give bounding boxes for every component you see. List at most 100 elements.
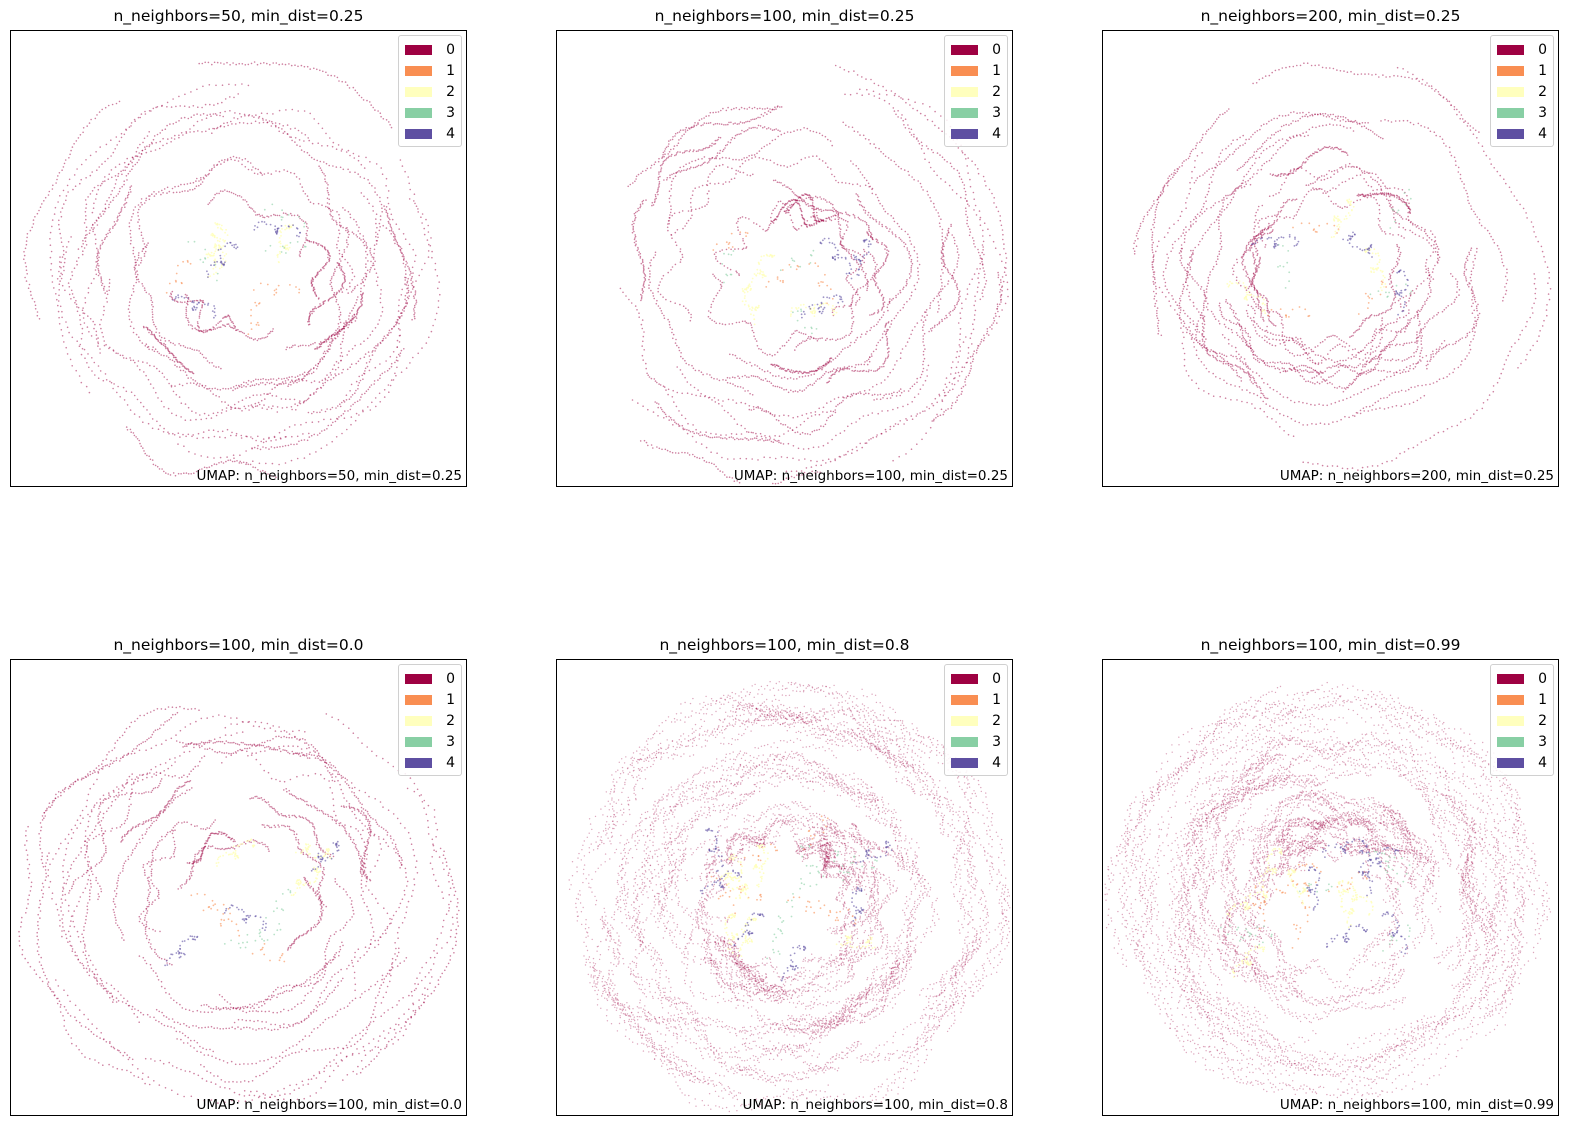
plot-caption: UMAP: n_neighbors=100, min_dist=0.99 [1280, 1097, 1554, 1113]
panel-title: n_neighbors=100, min_dist=0.25 [556, 7, 1013, 25]
legend-entry-1: 1 [405, 60, 455, 81]
legend-swatch [951, 65, 979, 76]
panel-title: n_neighbors=200, min_dist=0.25 [1102, 7, 1559, 25]
legend-entry-4: 4 [951, 123, 1001, 144]
scatter-canvas [619, 64, 1009, 485]
legend-label: 2 [446, 84, 455, 100]
legend-label: 0 [1538, 671, 1547, 687]
panel-title: n_neighbors=50, min_dist=0.25 [10, 7, 467, 25]
legend-label: 1 [446, 692, 455, 708]
legend-swatch [405, 694, 433, 705]
plot-caption: UMAP: n_neighbors=50, min_dist=0.25 [197, 468, 463, 484]
plot-caption: UMAP: n_neighbors=100, min_dist=0.0 [197, 1097, 463, 1113]
legend-entry-2: 2 [405, 710, 455, 731]
legend-entry-1: 1 [1497, 60, 1547, 81]
scatter-points [1132, 62, 1552, 471]
legend-entry-0: 0 [1497, 668, 1547, 689]
legend-swatch [1497, 736, 1525, 747]
legend-swatch [405, 757, 433, 768]
legend-label: 0 [446, 42, 455, 58]
legend-label: 1 [1538, 692, 1547, 708]
legend-label: 0 [992, 42, 1001, 58]
legend-entry-3: 3 [1497, 731, 1547, 752]
scatter-points [619, 64, 1009, 485]
legend-label: 4 [446, 126, 455, 142]
legend-label: 0 [446, 671, 455, 687]
legend-entry-3: 3 [951, 102, 1001, 123]
legend-swatch [1497, 715, 1525, 726]
scatter-points [568, 681, 1011, 1113]
legend-swatch [951, 694, 979, 705]
umap-panel-2: n_neighbors=100, min_dist=0.25 0 1 2 3 4 UMA… [556, 0, 1013, 490]
legend-label: 2 [992, 84, 1001, 100]
legend-entry-3: 3 [1497, 102, 1547, 123]
legend-label: 2 [1538, 713, 1547, 729]
legend: 0 1 2 3 4 [398, 35, 462, 147]
legend-label: 4 [992, 126, 1001, 142]
legend-entry-1: 1 [1497, 689, 1547, 710]
scatter-canvas [568, 681, 1011, 1113]
legend-swatch [405, 86, 433, 97]
legend-label: 0 [1538, 42, 1547, 58]
legend-swatch [951, 86, 979, 97]
legend-swatch [405, 673, 433, 684]
plot-caption: UMAP: n_neighbors=100, min_dist=0.8 [743, 1097, 1009, 1113]
legend-swatch [951, 128, 979, 139]
legend-label: 1 [992, 692, 1001, 708]
legend-entry-4: 4 [405, 123, 455, 144]
legend-swatch [405, 715, 433, 726]
scatter-points [18, 705, 460, 1104]
legend-swatch [951, 44, 979, 55]
panel-title: n_neighbors=100, min_dist=0.8 [556, 636, 1013, 654]
legend-label: 3 [992, 105, 1001, 121]
legend-entry-3: 3 [405, 102, 455, 123]
legend-entry-0: 0 [405, 39, 455, 60]
plot-area: 0 1 2 3 4 UMAP: n_neighbors=50, min_dist=0.2… [10, 30, 467, 487]
scatter-points [23, 61, 441, 479]
legend-entry-2: 2 [405, 81, 455, 102]
legend-entry-4: 4 [1497, 752, 1547, 773]
legend: 0 1 2 3 4 [398, 664, 462, 776]
legend-swatch [951, 107, 979, 118]
umap-panel-3: n_neighbors=200, min_dist=0.25 0 1 2 3 4 UMA… [1102, 0, 1559, 490]
legend-swatch [951, 715, 979, 726]
legend-entry-2: 2 [1497, 81, 1547, 102]
panel-title: n_neighbors=100, min_dist=0.0 [10, 636, 467, 654]
legend-label: 2 [446, 713, 455, 729]
legend: 0 1 2 3 4 [1490, 35, 1554, 147]
plot-caption: UMAP: n_neighbors=200, min_dist=0.25 [1280, 468, 1554, 484]
plot-area: 0 1 2 3 4 UMAP: n_neighbors=100, min_dist=0.… [10, 659, 467, 1116]
legend-label: 3 [1538, 734, 1547, 750]
legend-label: 4 [446, 755, 455, 771]
legend-label: 3 [446, 105, 455, 121]
scatter-canvas [1132, 62, 1552, 471]
plot-caption: UMAP: n_neighbors=100, min_dist=0.25 [734, 468, 1008, 484]
legend-label: 1 [446, 63, 455, 79]
legend-label: 2 [992, 713, 1001, 729]
legend-swatch [1497, 65, 1525, 76]
legend-swatch [1497, 673, 1525, 684]
legend-entry-2: 2 [1497, 710, 1547, 731]
legend-entry-4: 4 [1497, 123, 1547, 144]
legend: 0 1 2 3 4 [944, 35, 1008, 147]
legend-label: 4 [1538, 126, 1547, 142]
legend-label: 2 [1538, 84, 1547, 100]
legend-swatch [951, 736, 979, 747]
legend-swatch [951, 757, 979, 768]
legend-entry-1: 1 [951, 689, 1001, 710]
umap-panel-4: n_neighbors=100, min_dist=0.0 0 1 2 3 4 UMAP… [10, 629, 467, 1119]
scatter-canvas [1104, 681, 1552, 1100]
plot-area: 0 1 2 3 4 UMAP: n_neighbors=200, min_dist=0.… [1102, 30, 1559, 487]
legend-entry-3: 3 [951, 731, 1001, 752]
legend-swatch [1497, 757, 1525, 768]
legend: 0 1 2 3 4 [944, 664, 1008, 776]
legend-swatch [1497, 44, 1525, 55]
legend-entry-2: 2 [951, 710, 1001, 731]
legend-swatch [405, 107, 433, 118]
legend-entry-1: 1 [405, 689, 455, 710]
legend-swatch [405, 128, 433, 139]
legend-label: 0 [992, 671, 1001, 687]
legend-entry-3: 3 [405, 731, 455, 752]
legend-entry-0: 0 [1497, 39, 1547, 60]
legend-swatch [1497, 694, 1525, 705]
